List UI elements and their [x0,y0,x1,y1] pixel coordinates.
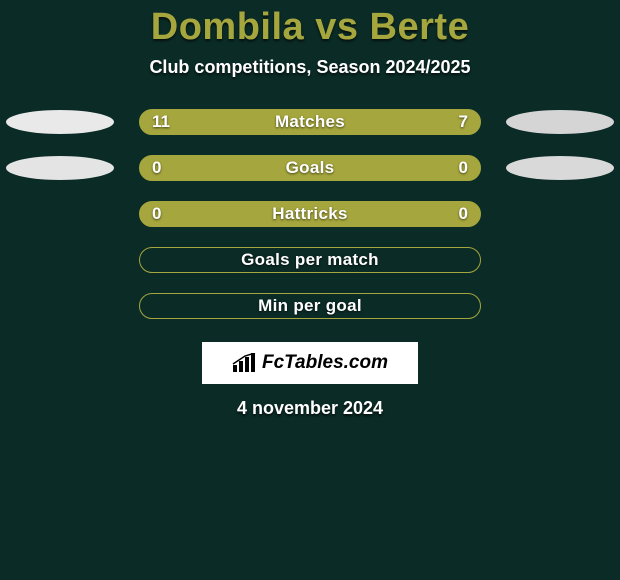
stat-label: Goals per match [241,250,379,270]
player-left-ellipse [6,156,114,180]
stat-bar-hattricks: 0 Hattricks 0 [139,201,481,227]
date-text: 4 november 2024 [237,398,383,419]
brand-box[interactable]: FcTables.com [202,342,418,384]
stat-left-value: 0 [152,204,161,224]
player-left-ellipse [6,110,114,134]
player-right-ellipse [506,110,614,134]
stat-bar-goals-per-match: Goals per match [139,247,481,273]
stat-right-value: 0 [459,158,468,178]
stat-left-value: 0 [152,158,161,178]
stat-row-goals: 0 Goals 0 [0,154,620,182]
brand-inner: FcTables.com [232,352,388,374]
stat-bar-min-per-goal: Min per goal [139,293,481,319]
stat-bar-matches: 11 Matches 7 [139,109,481,135]
player-right-ellipse [506,156,614,180]
stat-label: Goals [286,158,335,178]
stat-row-min-per-goal: Min per goal [0,292,620,320]
page-title: Dombila vs Berte [151,6,469,49]
stat-left-value: 11 [152,112,170,132]
stat-label: Matches [275,112,345,132]
brand-text: FcTables.com [262,352,388,374]
stat-right-value: 7 [459,112,468,132]
subtitle: Club competitions, Season 2024/2025 [149,57,470,78]
stat-row-hattricks: 0 Hattricks 0 [0,200,620,228]
stat-row-goals-per-match: Goals per match [0,246,620,274]
stat-bar-goals: 0 Goals 0 [139,155,481,181]
stat-row-matches: 11 Matches 7 [0,108,620,136]
stat-label: Hattricks [272,204,347,224]
chart-icon [232,353,256,373]
stats-card: Dombila vs Berte Club competitions, Seas… [0,0,620,580]
stat-label: Min per goal [258,296,362,316]
stat-right-value: 0 [459,204,468,224]
